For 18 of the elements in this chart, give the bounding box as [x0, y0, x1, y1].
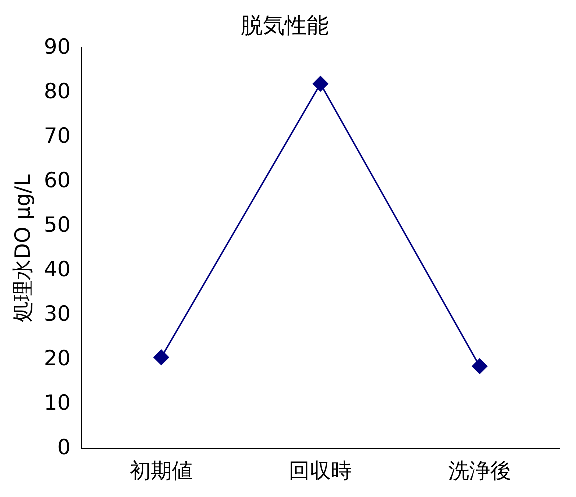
x-tick-label: 回収時 — [289, 458, 352, 483]
y-tick-label: 80 — [44, 79, 71, 104]
point — [312, 76, 328, 92]
chart-title: 脱気性能 — [241, 14, 329, 39]
point — [472, 358, 488, 374]
y-tick-label: 60 — [44, 168, 71, 192]
point — [154, 350, 170, 366]
x-tick-label: 初期値 — [130, 458, 194, 483]
y-axis-title: 処理水DO μg/L — [11, 174, 36, 323]
y-tick-label: 10 — [44, 390, 71, 415]
x-tick-label: 洗浄後 — [448, 458, 512, 483]
y-tick-label: 50 — [44, 212, 71, 237]
y-tick-label: 0 — [58, 435, 71, 460]
y-tick-label: 70 — [44, 124, 71, 148]
y-tick-label: 30 — [44, 302, 71, 326]
y-tick-label: 40 — [44, 257, 71, 282]
y-tick-label: 20 — [44, 346, 71, 370]
y-tick-label: 90 — [44, 34, 71, 59]
